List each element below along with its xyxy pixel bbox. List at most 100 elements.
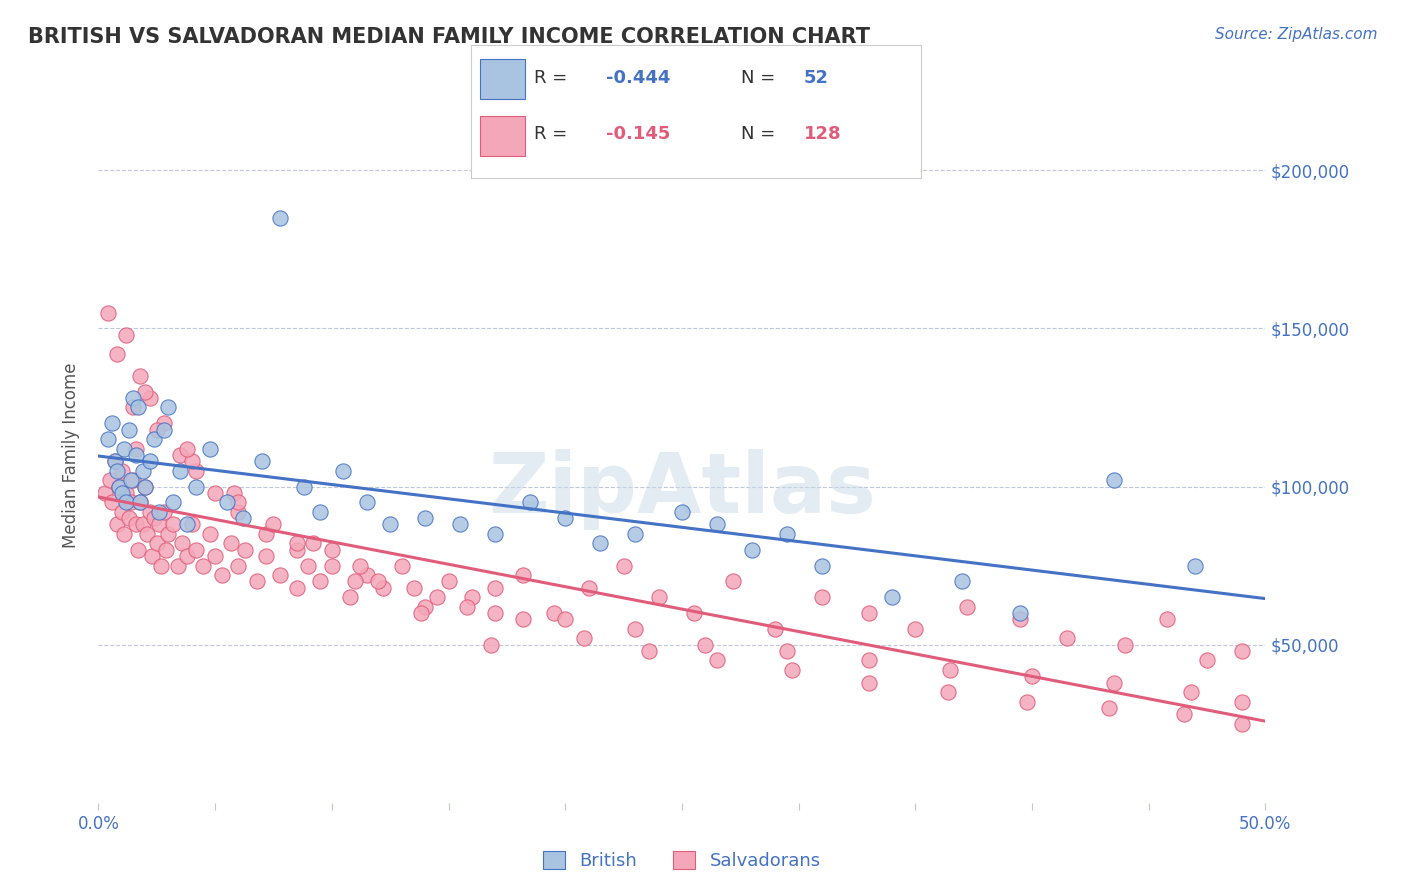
FancyBboxPatch shape: [479, 59, 524, 99]
Point: [176, 517, 198, 532]
Point: [880, 591, 903, 605]
Point: [695, 638, 717, 652]
Point: [148, 505, 170, 519]
Point: [125, 448, 148, 462]
Point: [152, 417, 174, 431]
Point: [204, 549, 226, 563]
Point: [256, 549, 278, 563]
Point: [246, 574, 269, 589]
Point: [120, 495, 142, 509]
Point: [285, 536, 308, 550]
Point: [356, 568, 378, 582]
Point: [858, 653, 880, 667]
Point: [222, 486, 245, 500]
Point: [250, 454, 273, 468]
Point: [367, 574, 389, 589]
Point: [108, 479, 131, 493]
Point: [706, 517, 728, 532]
Point: [780, 663, 803, 677]
Point: [104, 454, 127, 468]
Point: [120, 473, 142, 487]
Text: N =: N =: [741, 69, 780, 87]
Point: [321, 542, 343, 557]
Point: [1056, 632, 1078, 646]
Point: [776, 527, 799, 541]
Point: [339, 591, 361, 605]
Point: [125, 517, 148, 532]
Point: [112, 527, 135, 541]
Point: [543, 606, 565, 620]
Point: [624, 622, 647, 636]
Point: [193, 558, 215, 573]
Point: [115, 495, 138, 509]
Point: [449, 517, 471, 532]
Point: [763, 622, 786, 636]
Point: [105, 464, 128, 478]
Point: [1114, 638, 1136, 652]
Point: [380, 517, 402, 532]
Point: [186, 464, 208, 478]
Point: [554, 612, 576, 626]
Point: [105, 347, 128, 361]
Y-axis label: Median Family Income: Median Family Income: [62, 362, 80, 548]
Point: [1180, 685, 1202, 699]
Point: [519, 495, 541, 509]
Point: [939, 663, 962, 677]
Point: [221, 536, 243, 550]
Point: [155, 542, 177, 557]
Point: [1195, 653, 1218, 667]
Point: [134, 479, 156, 493]
Point: [115, 486, 138, 500]
Point: [1017, 695, 1039, 709]
Text: 52: 52: [804, 69, 830, 87]
Point: [166, 558, 188, 573]
Point: [484, 581, 506, 595]
Point: [1230, 644, 1253, 658]
Point: [262, 517, 284, 532]
Point: [484, 606, 506, 620]
Point: [858, 675, 880, 690]
Point: [682, 606, 704, 620]
Point: [228, 495, 250, 509]
Point: [101, 417, 124, 431]
Point: [671, 505, 693, 519]
Point: [409, 606, 432, 620]
Text: R =: R =: [534, 69, 574, 87]
Point: [1021, 669, 1043, 683]
Point: [1184, 558, 1206, 573]
Point: [200, 442, 222, 456]
Point: [200, 527, 222, 541]
Point: [148, 517, 170, 532]
Point: [97, 432, 120, 446]
Point: [180, 454, 202, 468]
Point: [479, 638, 502, 652]
Point: [129, 368, 152, 383]
Point: [811, 591, 834, 605]
Point: [108, 479, 131, 493]
Point: [162, 517, 184, 532]
Text: Source: ZipAtlas.com: Source: ZipAtlas.com: [1215, 27, 1378, 42]
Point: [936, 685, 959, 699]
Point: [554, 511, 576, 525]
Point: [344, 574, 367, 589]
Point: [180, 517, 202, 532]
Point: [211, 568, 233, 582]
Point: [309, 505, 332, 519]
Text: R =: R =: [534, 125, 574, 144]
Point: [186, 542, 208, 557]
Point: [904, 622, 927, 636]
Text: N =: N =: [741, 125, 780, 144]
Point: [176, 549, 198, 563]
Point: [811, 558, 834, 573]
Legend: British, Salvadorans: British, Salvadorans: [536, 844, 828, 877]
Point: [176, 442, 198, 456]
Point: [104, 454, 127, 468]
Point: [1102, 473, 1125, 487]
Point: [1156, 612, 1178, 626]
Point: [373, 581, 395, 595]
Point: [132, 464, 155, 478]
Point: [706, 653, 728, 667]
Point: [186, 479, 208, 493]
Point: [172, 536, 194, 550]
Point: [112, 442, 135, 456]
